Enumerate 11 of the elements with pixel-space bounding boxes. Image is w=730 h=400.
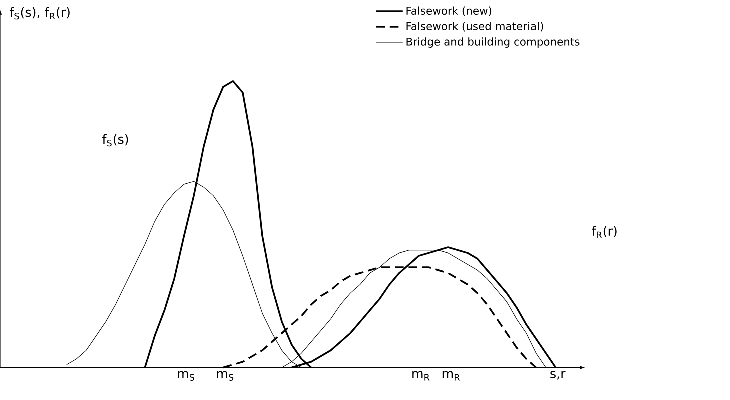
legend-label: Falsework (new) [406,6,492,16]
x-axis-title: s,r [550,371,566,380]
annotation: f$_{S}$(s) [102,134,128,147]
legend-label: Bridge and building components [406,38,580,48]
legend-label: Falsework (used material) [406,22,544,32]
text: m$_{R}$ [412,371,430,381]
y-axis-title: f$_{S}$(s), f$_{R}$(r) [10,7,70,20]
text: m$_{S}$ [217,371,234,381]
text: m$_{S}$ [178,371,194,381]
text: f$_{R}$(r) [592,226,617,238]
text: m$_{R}$ [442,371,460,381]
